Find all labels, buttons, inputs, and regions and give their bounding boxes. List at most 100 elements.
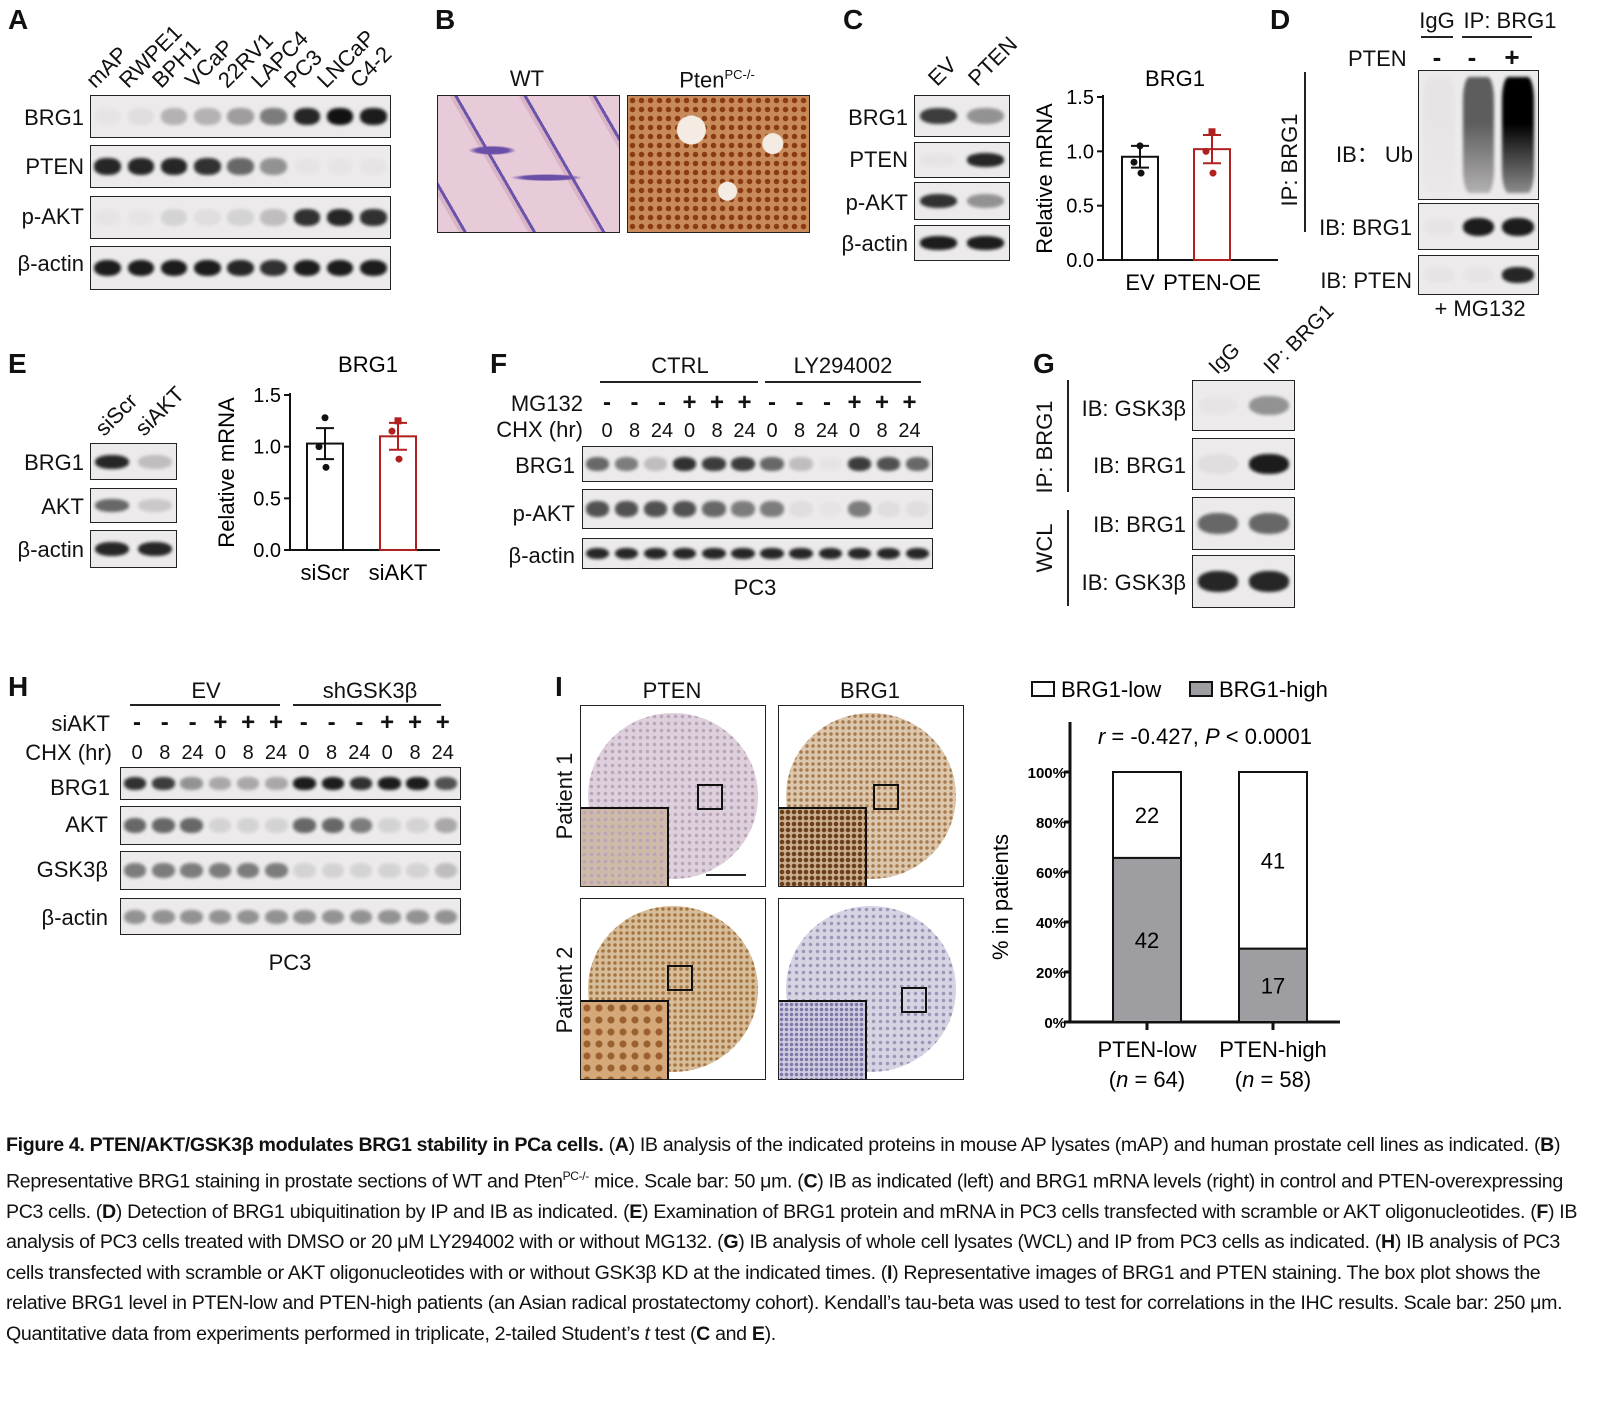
caption-segment: Figure 4. PTEN/AKT/GSK3β modulates BRG1 … bbox=[6, 1134, 604, 1156]
n-label: (n = 64) bbox=[1109, 1067, 1185, 1092]
panel-label-b: B bbox=[435, 4, 456, 35]
band bbox=[434, 863, 458, 878]
y-tick-label: 1.5 bbox=[1066, 87, 1094, 109]
panel-label-c: C bbox=[843, 4, 864, 35]
row-label: BRG1 bbox=[848, 105, 908, 130]
band bbox=[227, 209, 254, 226]
treatment-value: 24 bbox=[898, 420, 921, 442]
band bbox=[94, 209, 121, 225]
band bbox=[585, 501, 610, 517]
igg-label: IgG bbox=[1419, 8, 1455, 33]
band bbox=[966, 108, 1005, 124]
band bbox=[760, 501, 784, 517]
panel-label-f: F bbox=[490, 348, 508, 379]
lane-label: IgG bbox=[1204, 338, 1245, 379]
band bbox=[293, 108, 321, 125]
group-ctrl: CTRL bbox=[651, 353, 709, 378]
chx-label: CHX (hr) bbox=[25, 740, 112, 765]
band bbox=[1502, 267, 1535, 283]
band bbox=[293, 909, 316, 924]
y-axis-label: % in patients bbox=[988, 834, 1013, 960]
figure-caption: Figure 4. PTEN/AKT/GSK3β modulates BRG1 … bbox=[6, 1130, 1581, 1349]
band bbox=[378, 909, 401, 924]
y-tick-label: 80% bbox=[1036, 815, 1066, 832]
x-tick-label: PTEN-OE bbox=[1163, 270, 1261, 295]
ip-side-label: IP: BRG1 bbox=[1277, 113, 1302, 207]
y-tick-label: 100% bbox=[1028, 765, 1066, 782]
treatment-value: 8 bbox=[159, 742, 171, 764]
band bbox=[585, 547, 610, 560]
data-point bbox=[1209, 169, 1217, 177]
row-label: β-actin bbox=[508, 543, 575, 568]
y-tick-label: 0% bbox=[1044, 1015, 1066, 1032]
band bbox=[919, 236, 958, 250]
treatment-value: 0 bbox=[766, 420, 778, 442]
band bbox=[160, 108, 188, 125]
band bbox=[152, 863, 175, 878]
treatment-value: - bbox=[823, 389, 831, 416]
treatment-value: 0 bbox=[848, 420, 861, 442]
band bbox=[1248, 395, 1289, 416]
band bbox=[406, 818, 429, 833]
band bbox=[1198, 396, 1238, 416]
treatment-value: 24 bbox=[650, 420, 674, 442]
band bbox=[760, 547, 784, 560]
row-label: β-actin bbox=[17, 251, 84, 276]
caption-segment: ) IB analysis of whole cell lysates (WCL… bbox=[738, 1231, 1382, 1254]
x-tick-label: PTEN-low bbox=[1097, 1037, 1196, 1062]
caption-segment: ) IB analysis of PC3 cells treated with … bbox=[6, 1200, 1578, 1254]
caption-segment: C bbox=[696, 1322, 710, 1345]
caption-segment: ) IB analysis of PC3 cells transfected w… bbox=[6, 1231, 1560, 1284]
lane-label: PTEN bbox=[963, 31, 1023, 91]
y-tick-label: 1.0 bbox=[1066, 141, 1094, 163]
band bbox=[193, 108, 221, 125]
n-label: (n = 58) bbox=[1235, 1067, 1311, 1092]
y-tick-label: 40% bbox=[1036, 915, 1066, 932]
band bbox=[406, 909, 429, 924]
divider bbox=[1304, 72, 1306, 232]
mg132-label: MG132 bbox=[510, 391, 583, 416]
caption-segment: E bbox=[629, 1200, 642, 1223]
band bbox=[321, 909, 345, 924]
divider bbox=[600, 381, 758, 383]
band bbox=[644, 501, 668, 517]
treatment-value: - bbox=[768, 389, 776, 416]
band bbox=[360, 209, 387, 226]
band bbox=[193, 209, 221, 226]
band bbox=[236, 863, 260, 878]
band bbox=[95, 454, 130, 469]
chart-e-mrna: BRG1 0.0 0.5 1.0 1.5 Relative mRNA siScr siAKT bbox=[214, 352, 440, 585]
band bbox=[1462, 77, 1495, 193]
treatment-value: - bbox=[188, 709, 197, 736]
band bbox=[180, 909, 203, 924]
blot-pten bbox=[914, 142, 1010, 178]
band bbox=[378, 777, 401, 790]
band bbox=[673, 547, 697, 560]
treatment-value: 0 bbox=[298, 742, 310, 764]
band bbox=[152, 818, 175, 833]
band bbox=[127, 158, 155, 175]
band bbox=[152, 909, 175, 924]
legend-label: BRG1-high bbox=[1219, 677, 1328, 702]
band bbox=[876, 457, 900, 471]
band bbox=[789, 501, 813, 517]
sign: - bbox=[1432, 42, 1442, 72]
treatment-value: 8 bbox=[711, 420, 723, 442]
caption-segment: ) IB as indicated (left) and BRG1 mRNA l… bbox=[6, 1170, 1563, 1223]
sign: - bbox=[1467, 42, 1477, 72]
row-label: β-actin bbox=[17, 537, 84, 562]
band bbox=[360, 259, 387, 277]
row-label: p-AKT bbox=[21, 204, 84, 229]
band bbox=[293, 777, 316, 790]
treatment-value: - bbox=[658, 389, 666, 416]
panel-label-e: E bbox=[8, 348, 27, 379]
caption-segment: ) IB analysis of the indicated proteins … bbox=[628, 1134, 1541, 1156]
blot-p-akt bbox=[582, 489, 933, 529]
row-label: PTEN bbox=[849, 147, 908, 172]
band bbox=[321, 863, 345, 878]
band bbox=[236, 777, 260, 790]
band bbox=[193, 158, 221, 175]
treatment-value: 24 bbox=[733, 420, 756, 442]
y-tick-label: 1.0 bbox=[253, 437, 281, 459]
row-label: BRG1 bbox=[515, 453, 575, 478]
